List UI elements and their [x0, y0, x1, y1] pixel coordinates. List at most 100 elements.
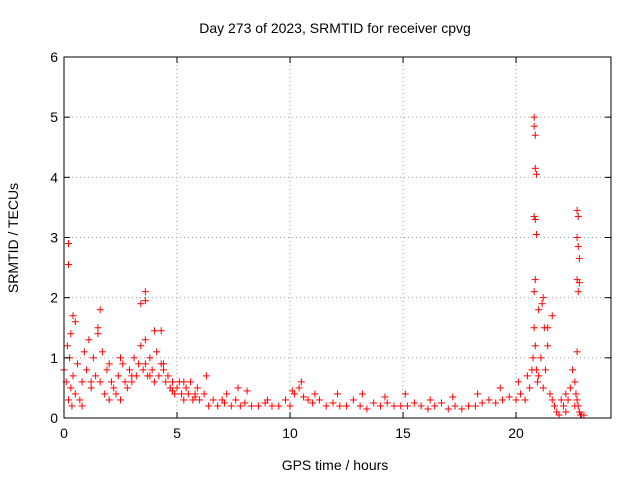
data-point — [173, 384, 181, 392]
data-point — [146, 354, 154, 362]
data-point — [523, 372, 531, 380]
data-point — [202, 372, 210, 380]
data-point — [363, 405, 371, 413]
data-point — [417, 402, 425, 410]
data-point — [304, 396, 312, 404]
x-tick-label: 15 — [395, 425, 411, 441]
y-tick-label: 4 — [50, 169, 58, 185]
data-point — [426, 396, 434, 404]
data-point — [130, 354, 138, 362]
data-point — [141, 336, 149, 344]
data-point — [263, 396, 271, 404]
data-point — [492, 399, 500, 407]
data-point — [205, 402, 213, 410]
data-point — [200, 390, 208, 398]
data-point — [566, 384, 574, 392]
data-point — [78, 402, 86, 410]
data-point — [383, 399, 391, 407]
data-point — [343, 402, 351, 410]
data-point — [530, 212, 538, 220]
data-point — [573, 348, 581, 356]
data-point — [65, 240, 73, 248]
data-point — [424, 405, 432, 413]
data-point — [358, 390, 366, 398]
data-point — [117, 354, 125, 362]
data-point — [139, 366, 147, 374]
data-point — [530, 324, 538, 332]
data-point — [410, 399, 418, 407]
data-point — [546, 390, 554, 398]
data-point — [94, 330, 102, 338]
grid — [64, 57, 611, 418]
data-point — [121, 378, 129, 386]
data-point — [535, 306, 543, 314]
data-point — [105, 396, 113, 404]
data-point — [560, 402, 568, 410]
y-tick-label: 1 — [50, 350, 58, 366]
data-point — [571, 378, 579, 386]
data-point — [548, 312, 556, 320]
data-point — [126, 366, 134, 374]
data-point — [162, 378, 170, 386]
data-point — [63, 342, 71, 350]
data-point — [164, 372, 172, 380]
data-point — [80, 348, 88, 356]
data-point — [537, 354, 545, 362]
data-point — [557, 396, 565, 404]
data-point — [534, 378, 542, 386]
data-point — [548, 396, 556, 404]
data-point — [309, 399, 317, 407]
data-point — [236, 402, 244, 410]
data-point — [562, 390, 570, 398]
data-point — [150, 378, 158, 386]
data-point — [295, 384, 303, 392]
data-point — [71, 390, 79, 398]
data-point — [85, 336, 93, 344]
data-point — [485, 396, 493, 404]
y-tick-label: 6 — [50, 49, 58, 65]
data-point — [65, 261, 73, 269]
data-point — [512, 396, 520, 404]
data-point — [451, 402, 459, 410]
data-point — [141, 297, 149, 305]
data-point — [574, 212, 582, 220]
data-point — [168, 378, 176, 386]
data-point — [530, 288, 538, 296]
data-point — [103, 366, 111, 374]
x-tick-label: 10 — [282, 425, 298, 441]
data-point — [180, 396, 188, 404]
data-point — [101, 390, 109, 398]
data-point — [67, 330, 75, 338]
data-point — [220, 399, 228, 407]
data-point — [87, 384, 95, 392]
data-point — [243, 387, 251, 395]
data-point — [572, 390, 580, 398]
data-point — [98, 348, 106, 356]
data-point — [110, 384, 118, 392]
data-point — [376, 402, 384, 410]
data-point — [531, 342, 539, 350]
data-point — [336, 402, 344, 410]
data-point — [187, 378, 195, 386]
data-point — [573, 396, 581, 404]
data-point — [444, 405, 452, 413]
data-point — [458, 405, 466, 413]
data-point — [574, 243, 582, 251]
data-series-srmtid — [60, 113, 588, 419]
data-point — [146, 372, 154, 380]
data-point — [232, 396, 240, 404]
data-point — [78, 378, 86, 386]
data-point — [531, 164, 539, 172]
data-point — [370, 399, 378, 407]
data-point — [92, 372, 100, 380]
data-point — [275, 402, 283, 410]
data-point — [96, 306, 104, 314]
data-point — [65, 396, 73, 404]
data-point — [574, 288, 582, 296]
data-point — [329, 399, 337, 407]
data-point — [381, 393, 389, 401]
x-tick-label: 20 — [508, 425, 524, 441]
data-point — [544, 324, 552, 332]
data-point — [137, 300, 145, 308]
